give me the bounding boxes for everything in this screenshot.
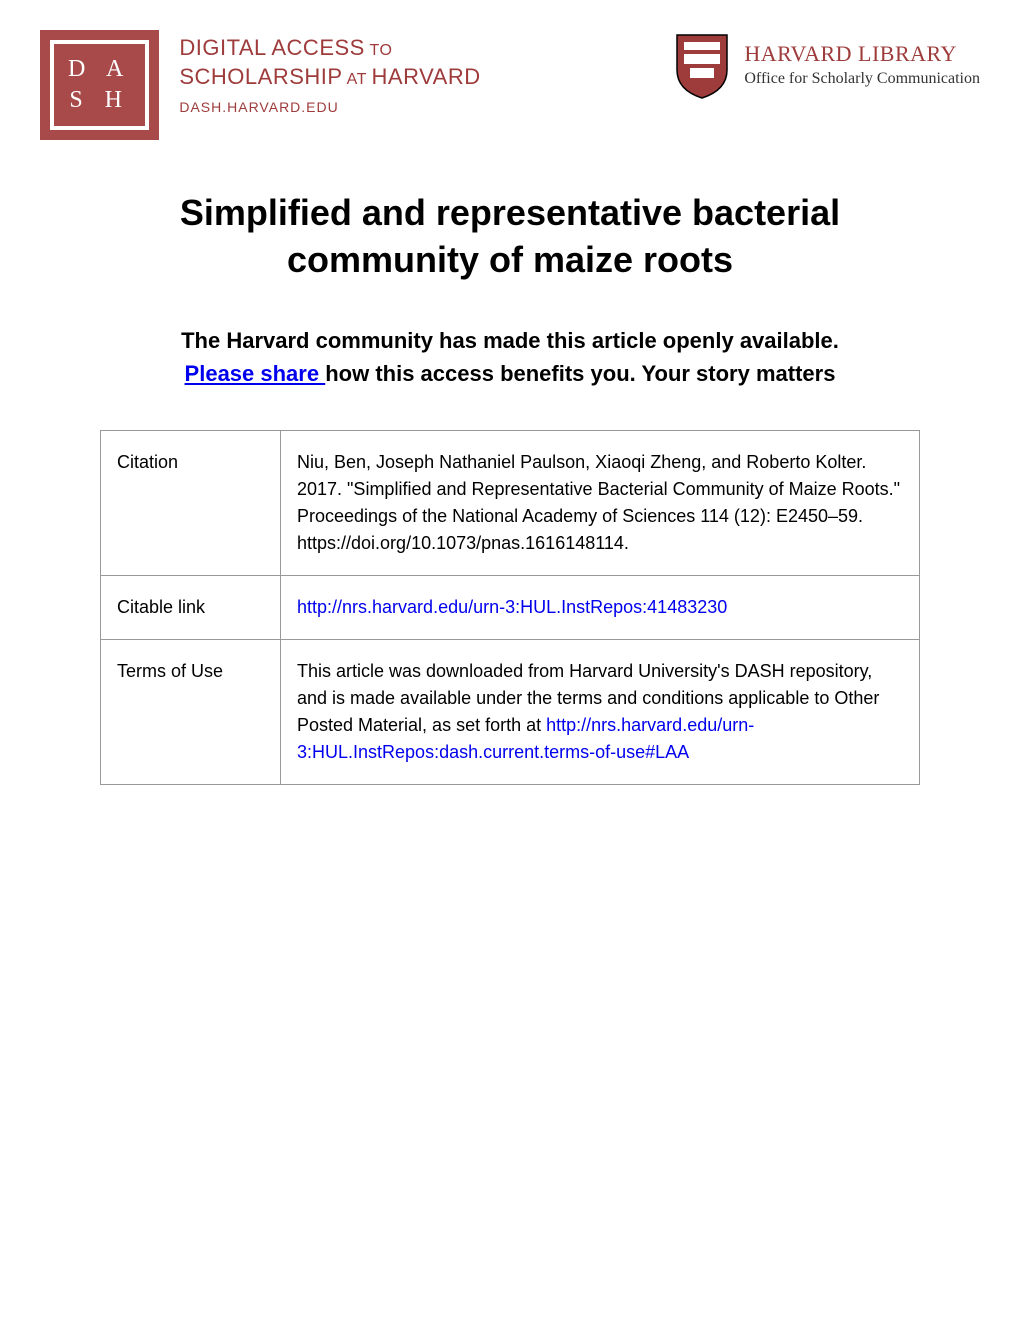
please-share-link[interactable]: Please share (185, 361, 326, 386)
citation-value: Niu, Ben, Joseph Nathaniel Paulson, Xiao… (281, 430, 920, 575)
header-right: HARVARD LIBRARY Office for Scholarly Com… (672, 30, 980, 100)
harvard-shield-icon (672, 30, 732, 100)
harvard-library-title: HARVARD LIBRARY (744, 40, 980, 69)
citable-link-label: Citable link (101, 575, 281, 639)
dash-title: DIGITAL ACCESS TO SCHOLARSHIP AT HARVARD (179, 34, 480, 91)
citable-link-value: http://nrs.harvard.edu/urn-3:HUL.InstRep… (281, 575, 920, 639)
dash-logo-row2: S H (68, 85, 131, 116)
table-row: Citable link http://nrs.harvard.edu/urn-… (101, 575, 920, 639)
dash-logo: D A S H (40, 30, 159, 140)
header-left: D A S H DIGITAL ACCESS TO SCHOLARSHIP AT… (40, 30, 481, 140)
article-title: Simplified and representative bacterial … (120, 190, 900, 284)
availability-text-before: The Harvard community has made this arti… (181, 328, 839, 353)
harvard-text-block: HARVARD LIBRARY Office for Scholarly Com… (744, 40, 980, 89)
dash-subtitle: DASH.HARVARD.EDU (179, 99, 480, 115)
dash-logo-row1: D A (68, 54, 131, 85)
table-row: Citation Niu, Ben, Joseph Nathaniel Paul… (101, 430, 920, 575)
availability-text-after: how this access benefits you. Your story… (325, 361, 835, 386)
terms-label: Terms of Use (101, 639, 281, 784)
metadata-table: Citation Niu, Ben, Joseph Nathaniel Paul… (100, 430, 920, 785)
dash-text-block: DIGITAL ACCESS TO SCHOLARSHIP AT HARVARD… (179, 34, 480, 115)
table-row: Terms of Use This article was downloaded… (101, 639, 920, 784)
terms-value: This article was downloaded from Harvard… (281, 639, 920, 784)
page-header: D A S H DIGITAL ACCESS TO SCHOLARSHIP AT… (40, 30, 980, 140)
availability-statement: The Harvard community has made this arti… (160, 324, 860, 390)
citable-link[interactable]: http://nrs.harvard.edu/urn-3:HUL.InstRep… (297, 597, 727, 617)
harvard-office-text: Office for Scholarly Communication (744, 69, 980, 90)
citation-label: Citation (101, 430, 281, 575)
